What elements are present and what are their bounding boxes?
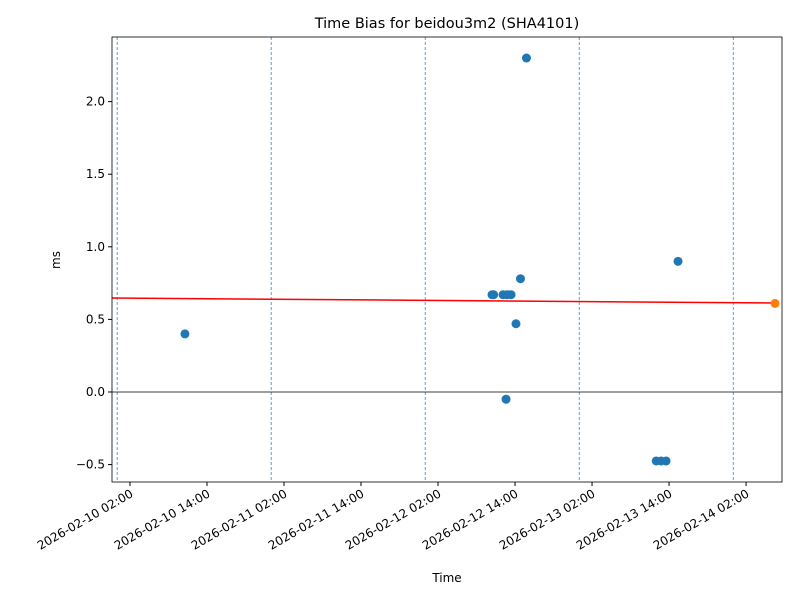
trend-line <box>111 297 776 304</box>
y-tick-label: 0.0 <box>86 385 105 399</box>
y-axis-label: ms <box>49 251 63 269</box>
x-axis-label: Time <box>431 571 461 585</box>
plot-frame <box>111 36 783 483</box>
chart-title: Time Bias for beidou3m2 (SHA4101) <box>314 16 580 32</box>
point <box>770 298 780 308</box>
point <box>521 53 531 63</box>
y-tick-label: 1.0 <box>86 240 105 254</box>
y-tick-label: 2.0 <box>86 95 105 109</box>
y-tick-label: 1.5 <box>86 167 105 181</box>
point <box>511 319 521 329</box>
y-tick-label: −0.5 <box>76 458 105 472</box>
point <box>673 256 683 266</box>
point <box>501 394 511 404</box>
point <box>515 274 525 284</box>
point <box>506 290 516 300</box>
y-tick-label: 0.5 <box>86 312 105 326</box>
point <box>661 456 671 466</box>
point <box>489 290 499 300</box>
point <box>180 329 190 339</box>
